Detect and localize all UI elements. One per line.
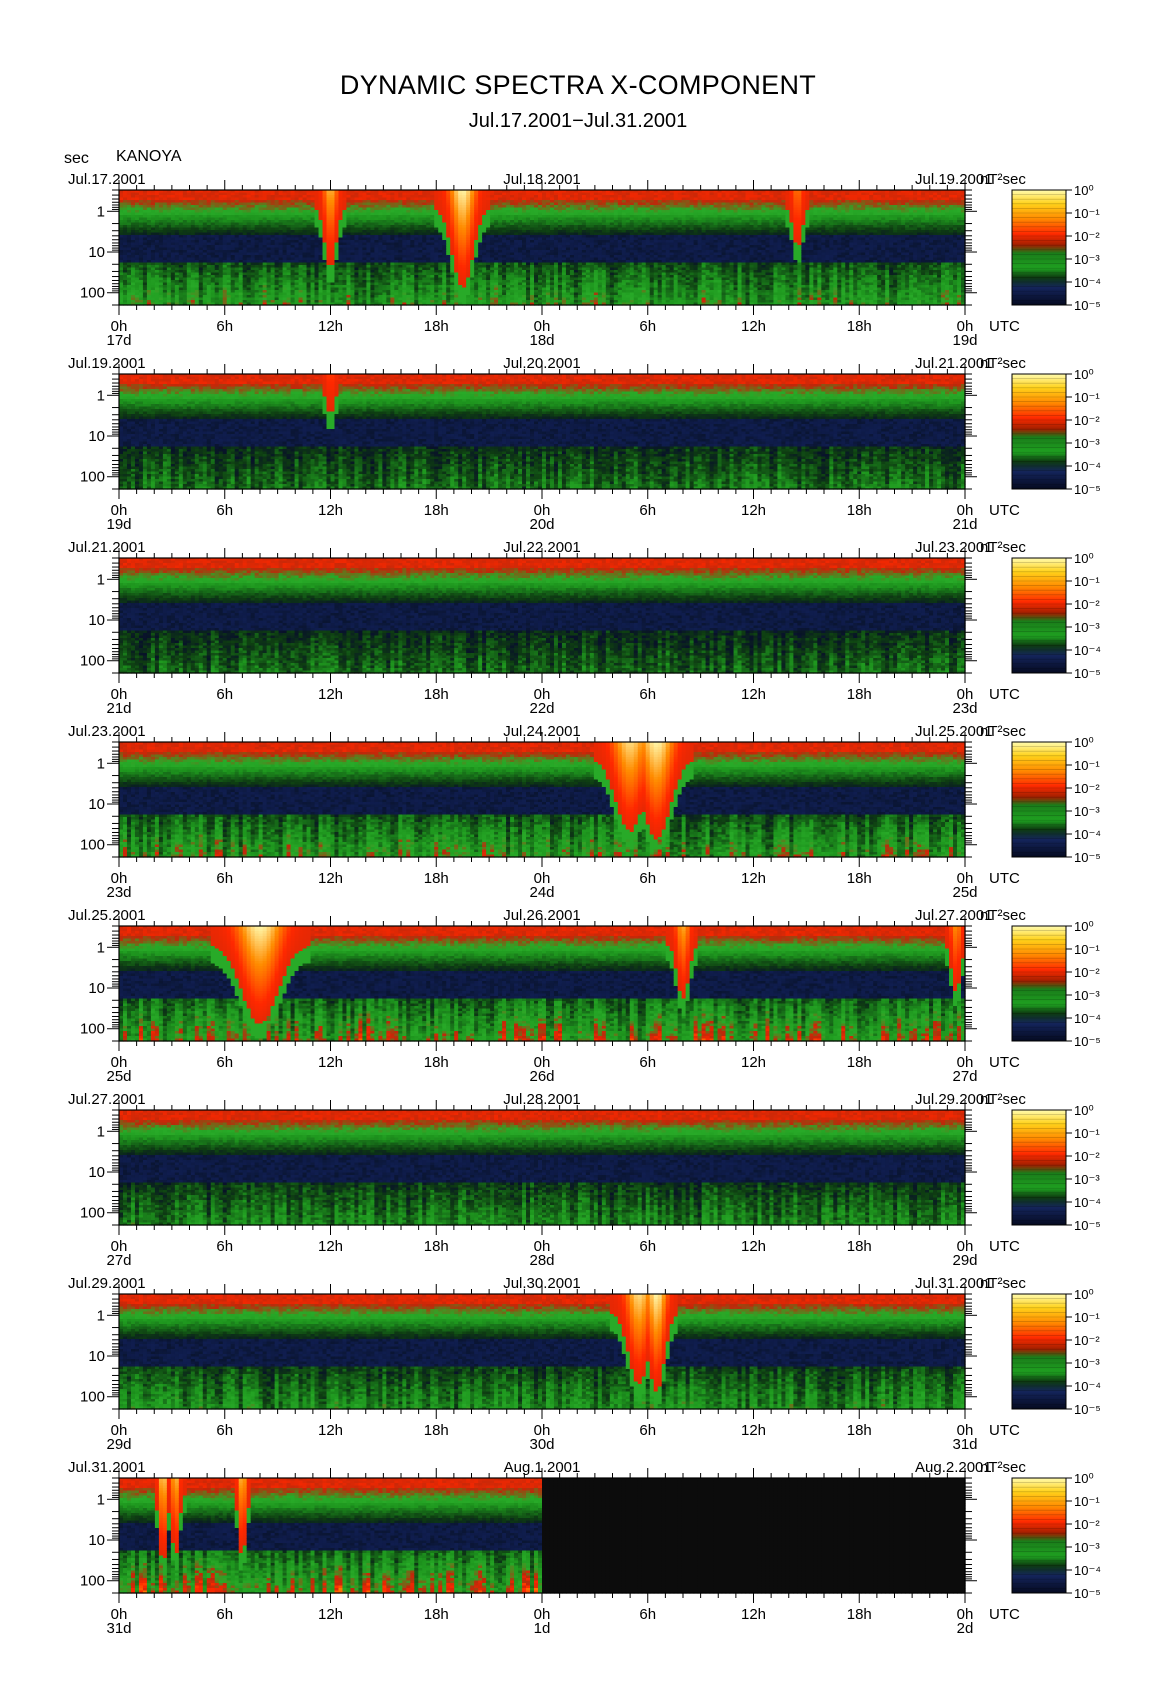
spectrogram-cells [119,190,966,306]
colorbar-unit-label: nT²sec [980,171,1026,188]
panel-date-left: Jul.17.2001 [68,171,146,188]
spectrogram-panel-1: Jul.17.2001 Jul.18.2001 Jul.19.2001nT²sec1… [68,171,1101,349]
